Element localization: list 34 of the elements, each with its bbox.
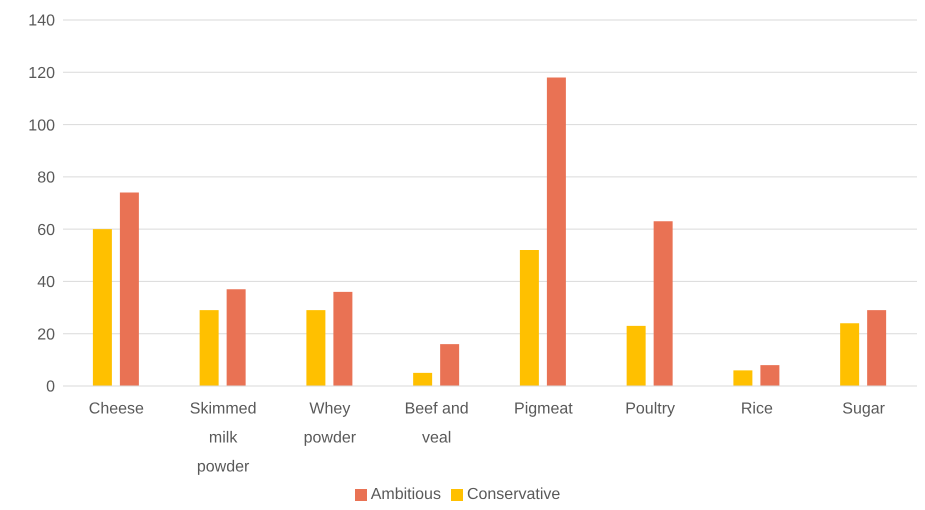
x-tick-label: Skimmed milk powder: [190, 400, 256, 476]
x-tick-label: Sugar: [842, 400, 886, 418]
bar: [440, 344, 460, 386]
bar: [654, 221, 673, 386]
x-tick-label: Beef and veal: [404, 400, 469, 446]
bar: [306, 310, 326, 386]
y-tick-label: 100: [28, 117, 56, 134]
y-tick-label: 80: [37, 170, 56, 187]
x-tick-label: Whey powder: [304, 400, 357, 446]
bar: [92, 229, 112, 386]
legend-label: Conservative: [466, 486, 560, 503]
x-tick-label: Pigmeat: [514, 400, 574, 418]
bar: [520, 250, 539, 386]
bar: [413, 372, 432, 386]
bar: [867, 310, 886, 386]
x-tick-label: Rice: [740, 400, 773, 418]
y-tick-label: 60: [37, 222, 56, 239]
bar: [333, 292, 352, 386]
bar: [840, 323, 860, 386]
x-tick-label: Cheese: [88, 400, 144, 418]
bar: [200, 310, 219, 386]
y-tick-label: 20: [37, 326, 56, 344]
bar: [226, 289, 246, 386]
bar: [733, 370, 752, 386]
bar: [760, 365, 780, 386]
y-tick-label: 0: [46, 378, 56, 396]
bar: [120, 192, 139, 386]
x-tick-label: Poultry: [625, 400, 676, 418]
y-tick-label: 40: [37, 274, 56, 292]
bar: [546, 78, 566, 386]
legend-label: Ambitious: [370, 486, 441, 503]
bar: [626, 326, 646, 386]
y-tick-label: 140: [28, 12, 56, 30]
y-tick-label: 120: [28, 64, 56, 82]
